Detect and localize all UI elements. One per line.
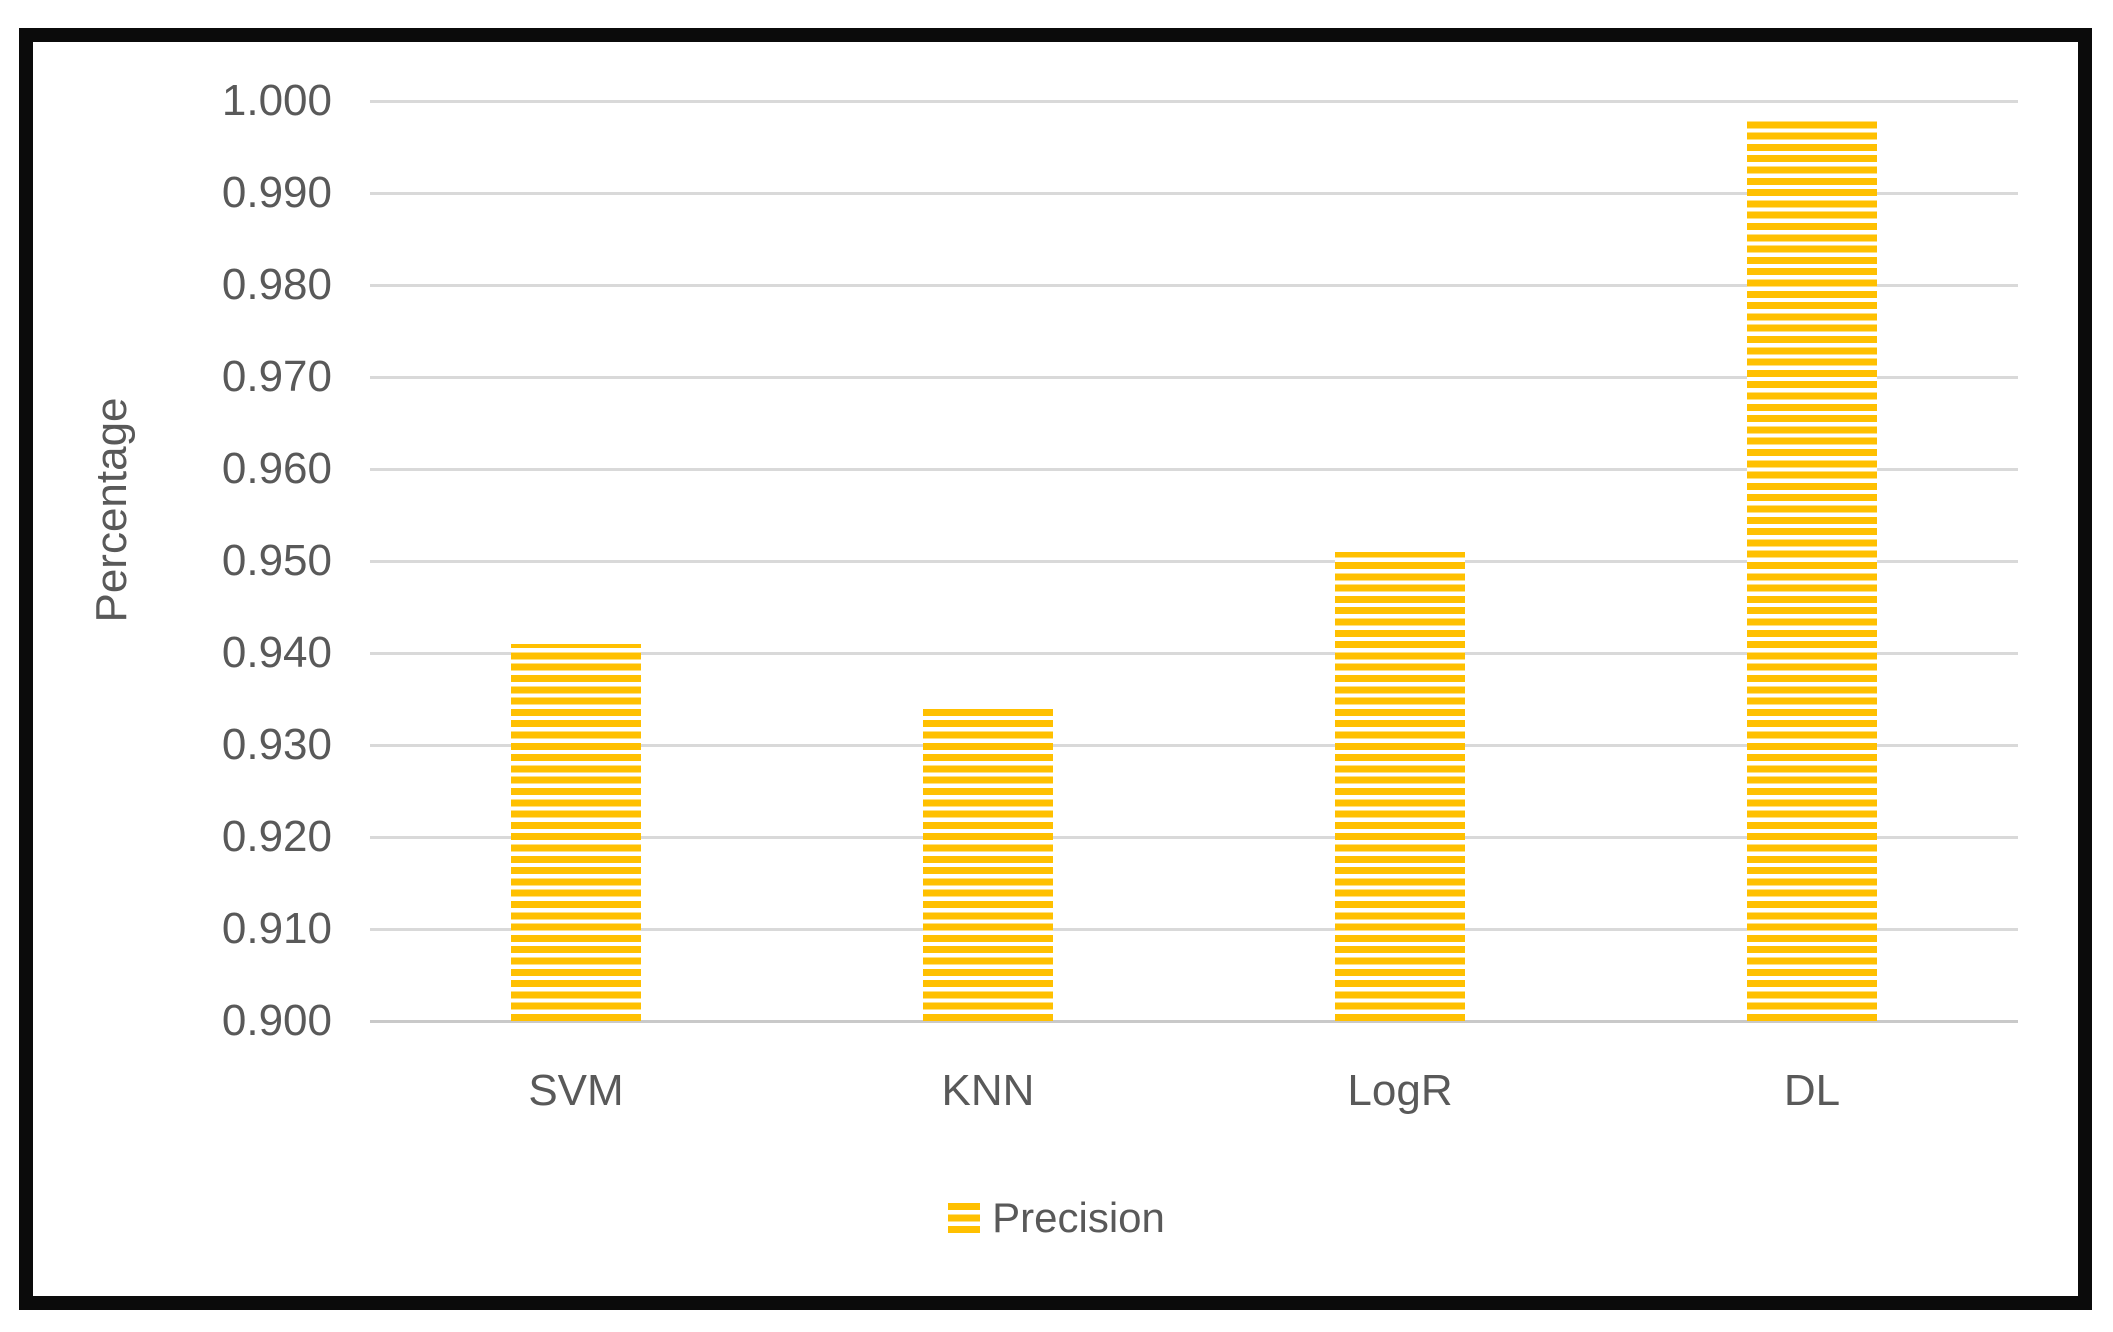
y-tick-0.990: 0.990 bbox=[221, 168, 332, 217]
bar-logr bbox=[1335, 551, 1465, 1021]
legend: Precision bbox=[0, 1194, 2113, 1242]
y-tick-0.950: 0.950 bbox=[221, 536, 332, 585]
gridline-0.940 bbox=[370, 651, 2018, 655]
y-axis-ticks: 1.000 0.990 0.980 0.970 0.960 0.950 0.940 0.930… bbox=[0, 0, 332, 1332]
gridline-0.920 bbox=[370, 835, 2018, 839]
y-tick-0.980: 0.980 bbox=[221, 260, 332, 309]
x-tick-logr: LogR bbox=[1347, 1066, 1453, 1115]
x-axis-labels: SVM KNN LogR DL bbox=[370, 1066, 2018, 1126]
figure-border bbox=[19, 28, 2092, 1310]
gridline-0.930 bbox=[370, 743, 2018, 747]
y-tick-0.940: 0.940 bbox=[221, 628, 332, 677]
gridline-0.950 bbox=[370, 559, 2018, 563]
gridline-0.990 bbox=[370, 191, 2018, 195]
x-tick-svm: SVM bbox=[528, 1066, 624, 1115]
y-tick-0.910: 0.910 bbox=[221, 904, 332, 953]
bar-svm bbox=[511, 643, 641, 1021]
gridline-1.000 bbox=[370, 99, 2018, 103]
y-tick-0.920: 0.920 bbox=[221, 812, 332, 861]
gridline-0.900 bbox=[370, 1019, 2018, 1023]
x-tick-knn: KNN bbox=[941, 1066, 1035, 1115]
y-tick-0.960: 0.960 bbox=[221, 444, 332, 493]
bar-knn bbox=[923, 708, 1053, 1021]
y-tick-0.900: 0.900 bbox=[221, 996, 332, 1045]
x-tick-dl: DL bbox=[1783, 1066, 1841, 1115]
gridline-0.970 bbox=[370, 375, 2018, 379]
y-tick-1.000: 1.000 bbox=[221, 76, 332, 125]
legend-precision-label: Precision bbox=[992, 1194, 1165, 1241]
y-tick-0.930: 0.930 bbox=[221, 720, 332, 769]
gridline-0.910 bbox=[370, 927, 2018, 931]
gridline-0.960 bbox=[370, 467, 2018, 471]
gridline-0.980 bbox=[370, 283, 2018, 287]
y-tick-0.970: 0.970 bbox=[221, 352, 332, 401]
plot-area bbox=[370, 99, 2018, 1023]
bar-dl bbox=[1747, 119, 1877, 1021]
legend-precision-swatch-icon bbox=[948, 1203, 981, 1233]
